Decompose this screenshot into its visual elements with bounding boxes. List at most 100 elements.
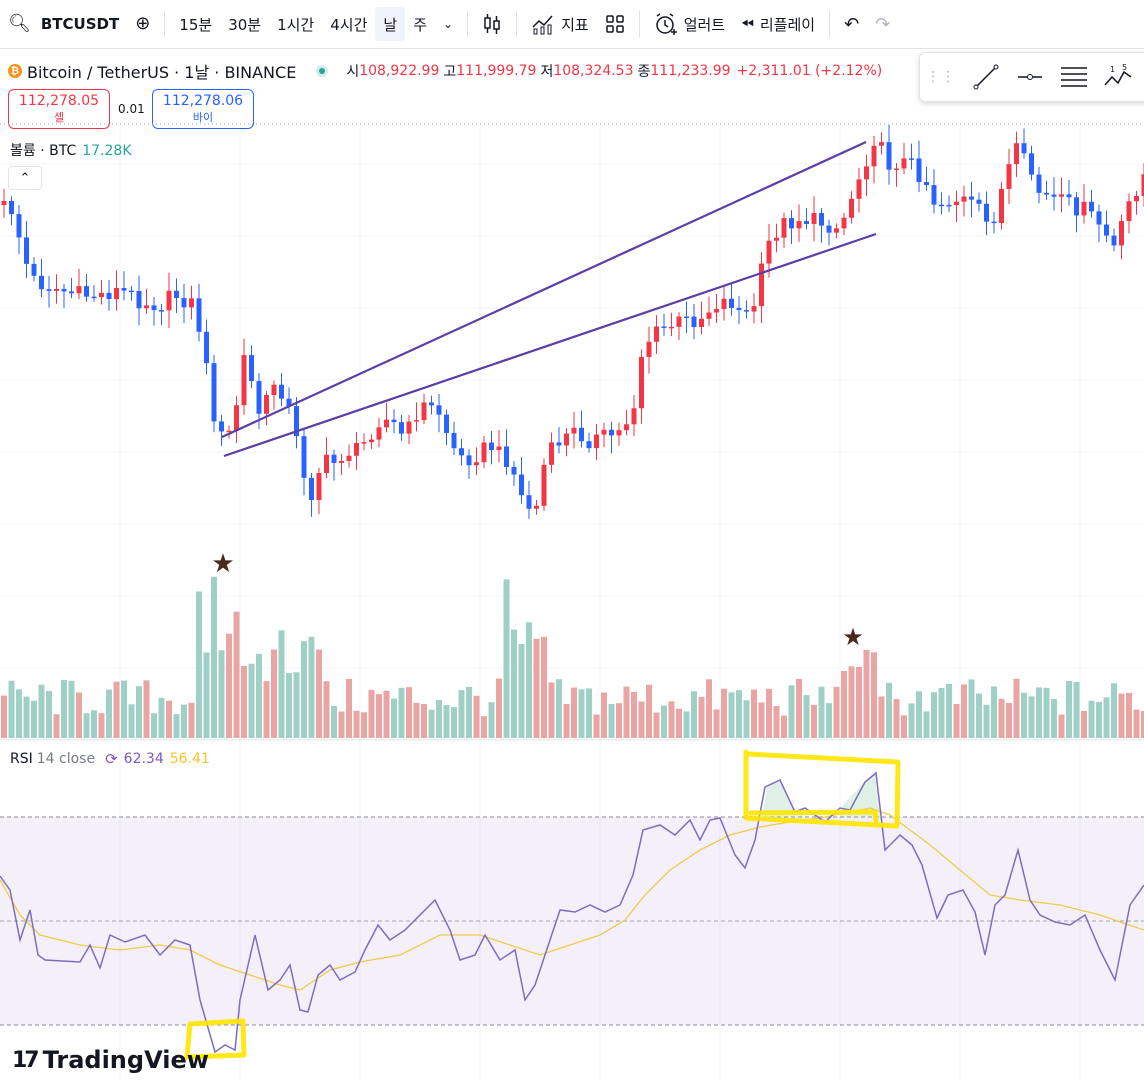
volume-bar xyxy=(16,689,22,738)
candle-body xyxy=(9,200,14,215)
market-status-icon[interactable] xyxy=(316,65,329,77)
candle-body xyxy=(451,432,457,449)
volume-bar xyxy=(616,703,622,738)
candle-body xyxy=(646,341,652,357)
interval-15m[interactable]: 15분 xyxy=(179,15,213,34)
volume-bar xyxy=(586,688,592,738)
volume-bar xyxy=(526,622,532,738)
candle-body xyxy=(729,298,734,308)
volume-bar xyxy=(856,666,862,738)
volume-bar xyxy=(203,652,210,738)
volume-bar xyxy=(1081,710,1087,738)
interval-4h[interactable]: 4시간 xyxy=(330,15,368,34)
tradingview-logo[interactable]: 17 TradingView xyxy=(12,1046,209,1074)
volume-bar xyxy=(368,689,375,738)
candle-body xyxy=(781,218,787,238)
volume-bar xyxy=(683,711,690,738)
candle-body xyxy=(1051,194,1057,197)
chart-type-button[interactable] xyxy=(474,7,510,41)
volume-bar xyxy=(608,703,615,738)
candle-body xyxy=(691,316,697,328)
volume-bar xyxy=(271,649,277,738)
rsi-band xyxy=(0,817,1144,1025)
volume-bar xyxy=(181,704,187,738)
interval-1d[interactable]: 날 xyxy=(375,7,406,41)
volume-bar xyxy=(638,701,645,738)
candle-body xyxy=(286,398,292,407)
horizontal-ray-tool[interactable] xyxy=(1008,57,1052,97)
candle-body xyxy=(721,298,727,310)
volume-bar xyxy=(1096,701,1102,738)
sell-button[interactable]: 112,278.05 셀 xyxy=(8,89,110,129)
volume-bar xyxy=(1133,709,1140,738)
series-title[interactable]: Bitcoin / TetherUS · 1날 · BINANCE xyxy=(27,63,297,82)
candle-body xyxy=(751,306,757,312)
rsi-name[interactable]: RSI xyxy=(10,751,33,767)
volume-bar xyxy=(578,689,585,738)
volume-bar xyxy=(143,680,150,738)
volume-bar xyxy=(848,666,855,738)
candle-body xyxy=(226,430,232,433)
candle-body xyxy=(421,402,427,421)
volume-bar xyxy=(811,704,817,738)
candle-body xyxy=(271,384,277,396)
candle-body xyxy=(61,288,67,292)
volume-bar xyxy=(691,691,697,738)
fib-retracement-icon xyxy=(1061,67,1087,87)
trend-line-tool[interactable] xyxy=(964,57,1008,97)
compare-button[interactable]: ⊕ xyxy=(127,7,158,41)
redo-button[interactable]: ↷ xyxy=(867,7,898,41)
candle-body xyxy=(384,419,389,428)
lower-trendline[interactable] xyxy=(223,232,877,458)
drag-handle-icon[interactable]: ⋮⋮ xyxy=(926,69,956,85)
volume-bar xyxy=(31,700,37,738)
volume-bar xyxy=(878,696,885,738)
volume-bar xyxy=(421,703,427,738)
replay-button[interactable]: ⏪︎ 리플레이 xyxy=(733,7,823,41)
redo-icon: ↷ xyxy=(875,13,891,35)
candle-body xyxy=(1126,201,1132,222)
interval-1h[interactable]: 1시간 xyxy=(277,15,315,34)
candle-body xyxy=(879,142,884,146)
volume-bar xyxy=(1058,714,1065,738)
volume-value: 17.28K xyxy=(82,143,132,159)
collapse-legend-button[interactable]: ⌃ xyxy=(8,166,42,190)
volume-bar xyxy=(151,713,157,738)
symbol-search[interactable]: 🔍︎ BTCUSDT xyxy=(0,7,127,41)
volume-bar xyxy=(68,680,75,738)
buy-button[interactable]: 112,278.06 바이 xyxy=(152,89,254,129)
volume-bar xyxy=(736,690,742,738)
candle-body xyxy=(159,310,164,312)
trendlines[interactable] xyxy=(221,140,877,458)
indicators-button[interactable]: 지표 xyxy=(523,7,597,41)
candle-body xyxy=(601,429,607,435)
candle-body xyxy=(804,221,809,224)
volume-bar xyxy=(466,686,472,738)
candle-body xyxy=(789,218,794,229)
interval-30m[interactable]: 30분 xyxy=(228,15,262,34)
upper-trendline[interactable] xyxy=(221,140,867,439)
volume-bar xyxy=(766,688,772,738)
candle-body xyxy=(294,406,299,437)
candle-body xyxy=(1006,164,1012,189)
alerts-button[interactable]: 얼러트 xyxy=(646,7,733,41)
interval-dropdown[interactable]: ⌄ xyxy=(435,7,461,41)
candle-body xyxy=(819,213,824,226)
volume-bar xyxy=(293,672,300,738)
fib-tool[interactable] xyxy=(1052,57,1096,97)
candle-body xyxy=(474,462,479,466)
candle-body xyxy=(894,168,899,170)
candle-body xyxy=(31,263,37,276)
volume-bar xyxy=(728,692,735,738)
candle-body xyxy=(331,454,337,463)
candle-body xyxy=(811,213,817,224)
rsi-value: 62.34 xyxy=(123,751,164,767)
undo-button[interactable]: ↶ xyxy=(836,7,867,41)
volume-title[interactable]: 볼륨 · BTC xyxy=(10,143,77,159)
layouts-button[interactable] xyxy=(597,7,633,41)
interval-1w[interactable]: 주 xyxy=(413,15,428,34)
refresh-icon[interactable]: ⟳ xyxy=(105,750,118,768)
